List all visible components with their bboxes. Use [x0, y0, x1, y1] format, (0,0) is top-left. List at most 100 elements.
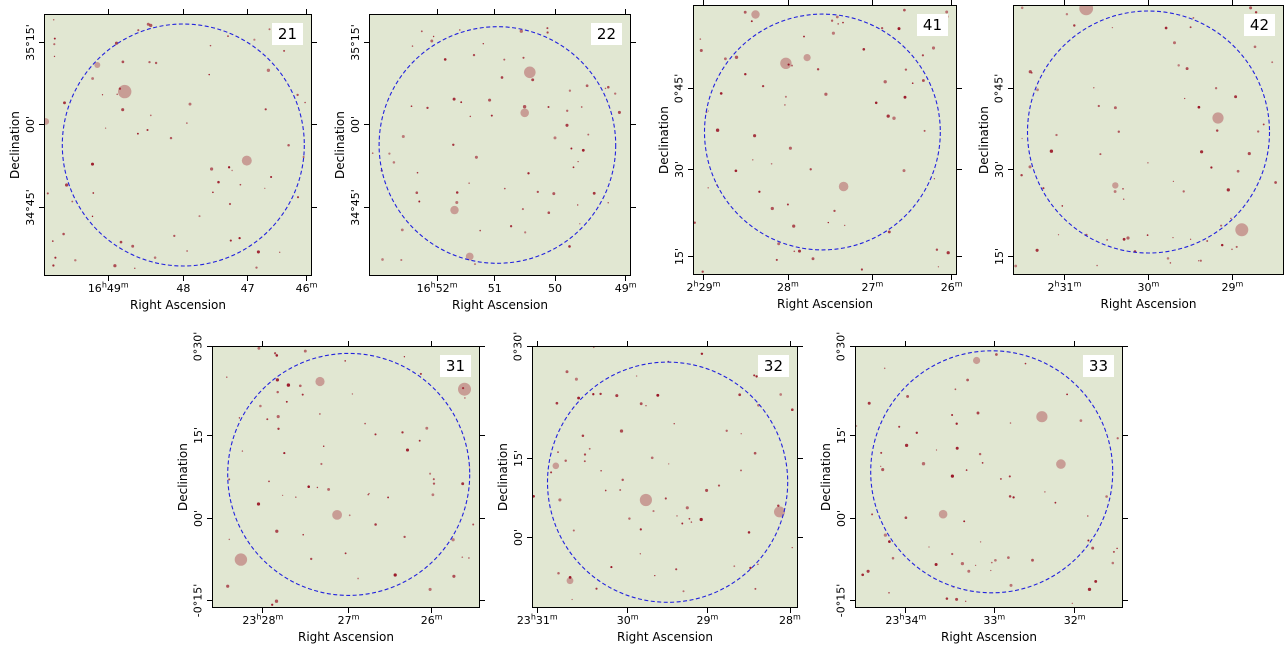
y-tick — [850, 599, 855, 601]
radio-source — [755, 375, 758, 378]
radio-source — [275, 378, 280, 382]
radio-source — [1210, 166, 1213, 169]
radio-source — [558, 498, 562, 502]
y-tick — [688, 88, 693, 90]
radio-source — [994, 558, 997, 562]
x-tick — [787, 275, 789, 280]
radio-source — [915, 431, 918, 434]
x-tick — [627, 341, 629, 346]
radio-source — [888, 540, 891, 543]
radio-source — [979, 541, 982, 543]
sky-map — [694, 8, 950, 273]
x-axis-label: Right Ascension — [777, 297, 873, 311]
radio-source — [892, 116, 896, 120]
radio-source — [1173, 41, 1176, 45]
radio-source — [779, 393, 783, 396]
radio-source — [1235, 245, 1238, 248]
y-tick — [688, 255, 693, 257]
radio-source — [238, 417, 241, 419]
radio-source — [747, 531, 751, 534]
radio-source — [459, 29, 461, 31]
radio-source — [53, 55, 56, 58]
radio-source — [46, 192, 49, 195]
radio-source — [856, 425, 858, 427]
radio-source — [699, 517, 703, 522]
bright-source — [1036, 411, 1048, 423]
radio-source — [425, 426, 429, 430]
x-tick — [348, 608, 350, 613]
y-tick — [850, 518, 855, 520]
radio-source — [1197, 105, 1201, 109]
x-tick-label: 27m — [337, 612, 360, 627]
radio-source — [723, 57, 727, 61]
y-axis-label: Declination — [819, 443, 833, 511]
y-tick — [631, 123, 636, 125]
y-tick — [1123, 345, 1128, 347]
y-tick — [480, 518, 485, 520]
radio-source — [688, 517, 691, 520]
sky-map — [533, 347, 794, 603]
radio-source — [405, 448, 410, 452]
radio-source — [770, 206, 774, 211]
x-tick — [247, 276, 249, 281]
radio-source — [153, 256, 157, 259]
radio-source — [577, 396, 581, 400]
x-tick — [1232, 0, 1233, 5]
y-tick — [1008, 255, 1013, 257]
y-tick-label: 00' — [191, 510, 205, 528]
radio-source — [1116, 437, 1119, 440]
radio-source — [1071, 602, 1073, 604]
y-tick-label: 35°15' — [348, 24, 362, 62]
radio-source — [256, 502, 261, 506]
radio-source — [862, 47, 866, 51]
radio-source — [137, 29, 140, 32]
bright-source — [234, 553, 248, 566]
radio-source — [121, 108, 125, 112]
x-tick — [627, 608, 629, 613]
radio-source — [784, 104, 786, 106]
radio-source — [599, 392, 602, 396]
radio-source — [583, 460, 586, 463]
radio-source — [951, 413, 954, 417]
radio-source — [1169, 262, 1172, 264]
radio-source — [488, 98, 492, 102]
radio-source — [522, 105, 527, 109]
radio-source — [715, 128, 720, 132]
radio-source — [564, 459, 567, 462]
radio-source — [888, 591, 890, 594]
bright-source — [450, 205, 459, 215]
bright-source — [1112, 182, 1119, 189]
radio-source — [733, 565, 736, 568]
x-tick — [993, 341, 995, 346]
radio-source — [212, 191, 214, 194]
radio-source — [619, 489, 622, 491]
radio-source — [1220, 243, 1224, 247]
radio-source — [400, 258, 403, 262]
x-tick — [182, 9, 184, 14]
radio-source — [568, 245, 571, 248]
x-tick — [431, 341, 433, 346]
y-tick — [957, 88, 962, 90]
radio-source — [788, 146, 792, 150]
x-tick — [1148, 0, 1149, 5]
radio-source — [271, 603, 274, 606]
radio-source — [593, 347, 595, 349]
radio-source — [824, 92, 828, 96]
radio-source — [1230, 217, 1232, 220]
y-tick — [527, 458, 532, 460]
radio-source — [231, 169, 233, 172]
radio-source — [295, 496, 297, 498]
radio-source — [1111, 561, 1115, 565]
radio-source — [1007, 556, 1010, 559]
radio-source — [572, 166, 575, 169]
x-tick — [625, 276, 627, 281]
sky-image: 33 — [855, 346, 1123, 608]
radio-source — [276, 415, 280, 419]
radio-source — [581, 434, 585, 437]
radio-source — [717, 484, 721, 487]
radio-source — [473, 263, 477, 266]
radio-source — [264, 108, 267, 111]
x-tick-label: 50 — [548, 282, 563, 295]
radio-source — [1200, 150, 1204, 154]
sky-image: 31 — [212, 346, 480, 608]
